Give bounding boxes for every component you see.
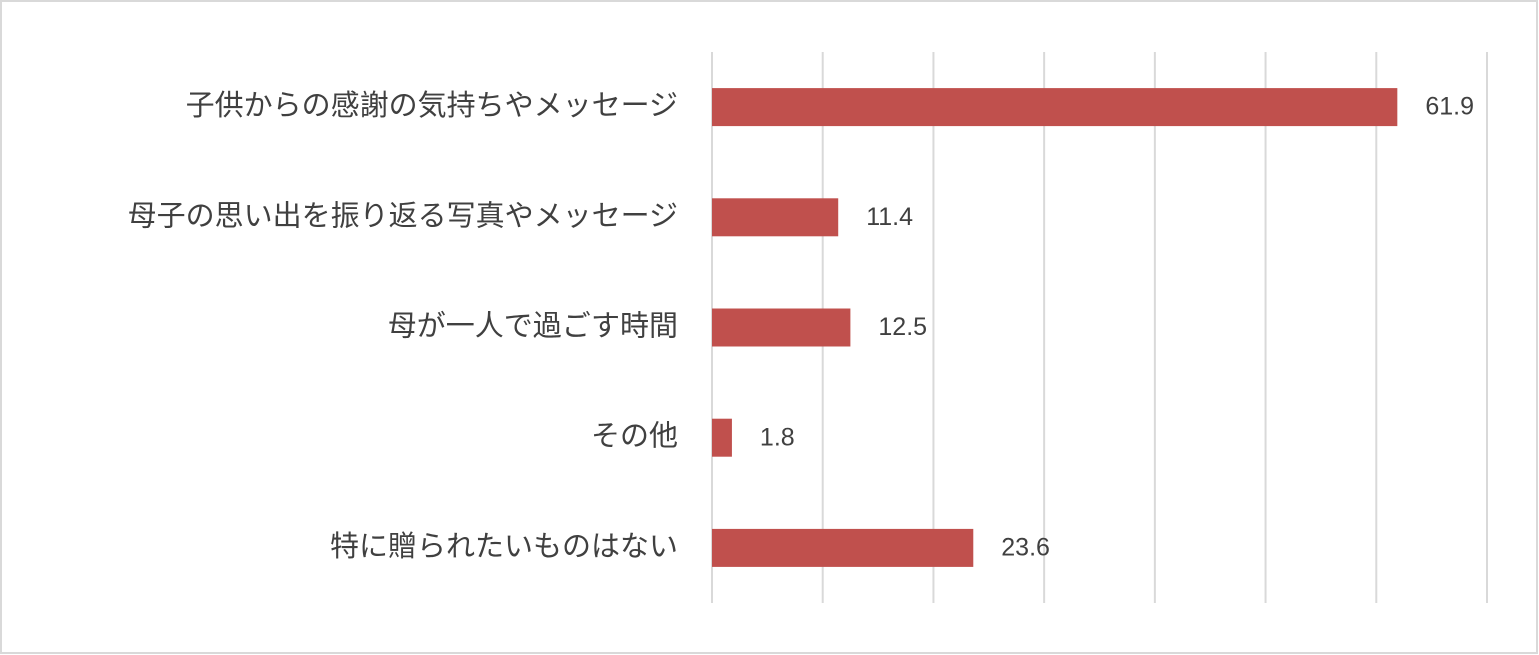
value-label: 61.9 [1425, 93, 1474, 121]
bar [712, 308, 851, 347]
value-label: 1.8 [760, 423, 795, 451]
bar [712, 198, 839, 237]
bar [712, 418, 732, 457]
value-label: 12.5 [878, 313, 927, 341]
bar [712, 88, 1398, 127]
value-label: 11.4 [866, 203, 913, 231]
y-tick-label: 母が一人で過ごす時間 [388, 309, 678, 343]
bar [712, 528, 974, 567]
y-tick-label: その他 [591, 419, 678, 453]
y-tick-label: 母子の思い出を振り返る写真やメッセージ [128, 198, 678, 232]
y-tick-label: 子供からの感謝の気持ちやメッセージ [186, 88, 678, 122]
value-label: 23.6 [1001, 534, 1050, 562]
y-tick-label: 特に贈られたいものはない [330, 529, 678, 563]
